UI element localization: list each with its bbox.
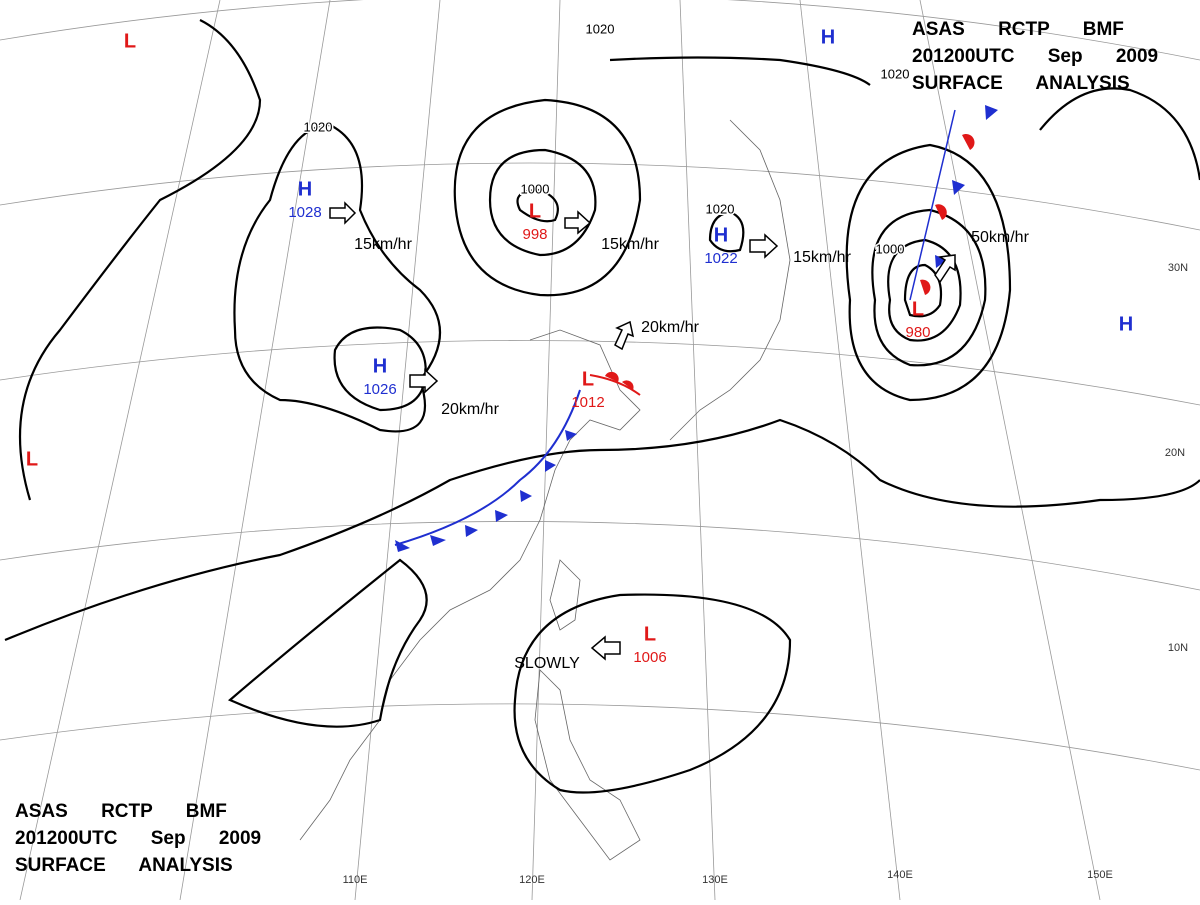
header-line: 201200UTC Sep 2009 [912,46,1158,67]
header-line: SURFACE ANALYSIS [912,73,1130,94]
system-pressure: 980 [905,324,930,341]
isobar-label: 1020 [881,66,910,81]
header-line: 201200UTC Sep 2009 [15,828,261,849]
motion-label: 20km/hr [641,319,699,336]
header-line: ASAS RCTP BMF [912,19,1124,40]
longitude-label: 140E [887,869,913,881]
latitude-label: 30N [1168,262,1188,274]
system-symbol: H [714,224,728,246]
system-symbol: H [298,178,312,200]
system-pressure: 1026 [363,381,396,398]
isobar-label: 1000 [521,181,550,196]
isobars [4,19,1200,794]
motion-label: 15km/hr [354,236,412,253]
header-line: ASAS RCTP BMF [15,801,227,822]
header-line: SURFACE ANALYSIS [15,855,233,876]
system-symbol: L [124,30,136,52]
system-pressure: 998 [522,226,547,243]
motion-arrows [329,201,956,661]
warm-front [589,134,975,396]
system-pressure: 1012 [571,394,604,411]
system-pressure: 1022 [704,250,737,267]
isobar-label: 1020 [304,119,333,134]
motion-label: 15km/hr [601,236,659,253]
system-symbol: L [644,623,656,645]
isobar-label: 1020 [586,21,615,36]
system-pressure: 1006 [633,649,666,666]
system-symbol: H [373,355,387,377]
isobar-label: 1000 [876,241,905,256]
motion-label: 15km/hr [793,249,851,266]
system-symbol: H [821,26,835,48]
system-symbol: L [582,368,594,390]
motion-label: SLOWLY [514,655,580,672]
longitude-label: 110E [343,874,368,886]
system-symbol: H [1119,313,1133,335]
longitude-label: 150E [1087,869,1113,881]
system-symbol: L [912,298,924,320]
system-symbol: L [26,448,38,470]
latitude-label: 20N [1165,447,1185,459]
cold-front [394,105,998,552]
latitude-label: 10N [1168,642,1188,654]
system-pressure: 1028 [288,204,321,221]
isobar-label: 1020 [706,201,735,216]
longitude-label: 120E [519,874,545,886]
system-symbol: L [529,200,541,222]
motion-label: 50km/hr [971,229,1029,246]
longitude-label: 130E [702,874,728,886]
motion-label: 20km/hr [441,401,499,418]
